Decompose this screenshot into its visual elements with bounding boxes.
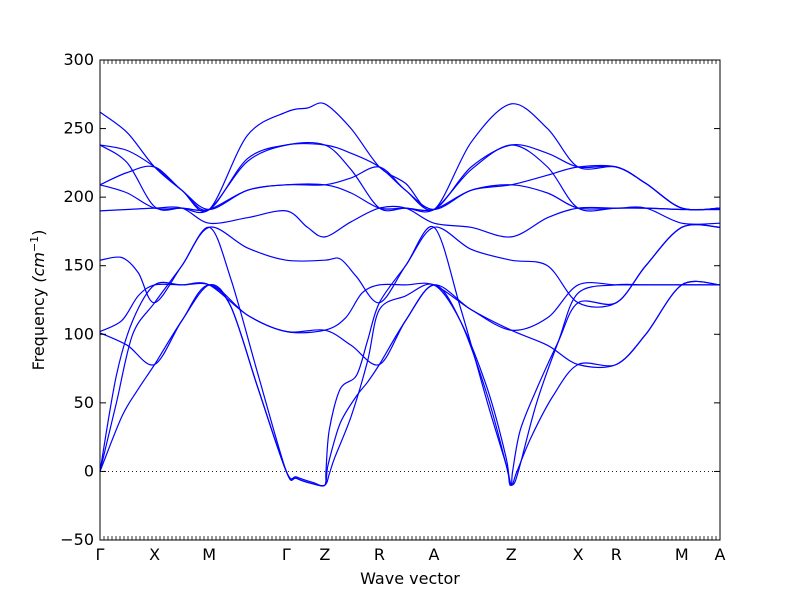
x-tick-label: R xyxy=(611,545,622,564)
band-line-4 xyxy=(99,164,721,211)
y-axis-label-close: ) xyxy=(29,230,48,236)
y-tick-label: 250 xyxy=(63,119,94,138)
y-axis-label-exponent: −1 xyxy=(28,236,41,252)
plot-frame xyxy=(99,59,721,541)
y-axis-label: Frequency (cm−1) xyxy=(28,230,49,371)
band-line-1 xyxy=(99,102,721,213)
y-tick-label: 0 xyxy=(84,461,94,480)
series-layer xyxy=(99,102,721,487)
band-line-12 xyxy=(99,280,721,487)
x-tick-label: M xyxy=(675,545,689,564)
y-tick-label: 150 xyxy=(63,256,94,275)
x-tick-label: R xyxy=(374,545,385,564)
band-line-10 xyxy=(99,281,720,487)
y-axis-label-prefix: Frequency xyxy=(29,283,48,371)
x-tick-label: A xyxy=(429,545,440,564)
x-tick-label: Γ xyxy=(96,545,105,564)
y-tick-label: 100 xyxy=(63,324,94,343)
ticks-layer: −50 0 50 100 150 200 250 300 Γ X M Γ Z R A Z X R M A xyxy=(60,50,725,564)
x-tick-label: A xyxy=(715,545,726,564)
band-line-6 xyxy=(99,205,721,238)
x-tick-label: Z xyxy=(506,545,517,564)
y-tick-label: 300 xyxy=(63,50,94,69)
x-tick-label: Z xyxy=(319,545,330,564)
band-line-9 xyxy=(99,280,721,369)
x-tick-label: X xyxy=(149,545,160,564)
x-tick-label: X xyxy=(573,545,584,564)
y-axis-label-unit: (cm xyxy=(29,252,48,283)
x-axis-label: Wave vector xyxy=(360,569,460,588)
y-tick-label: −50 xyxy=(60,530,94,549)
band-line-11 xyxy=(99,224,721,487)
band-line-7 xyxy=(99,224,721,308)
x-tick-label: M xyxy=(202,545,216,564)
x-tick-label: Γ xyxy=(282,545,291,564)
y-tick-label: 50 xyxy=(74,393,94,412)
band-line-8 xyxy=(99,281,720,334)
y-tick-label: 200 xyxy=(63,187,94,206)
